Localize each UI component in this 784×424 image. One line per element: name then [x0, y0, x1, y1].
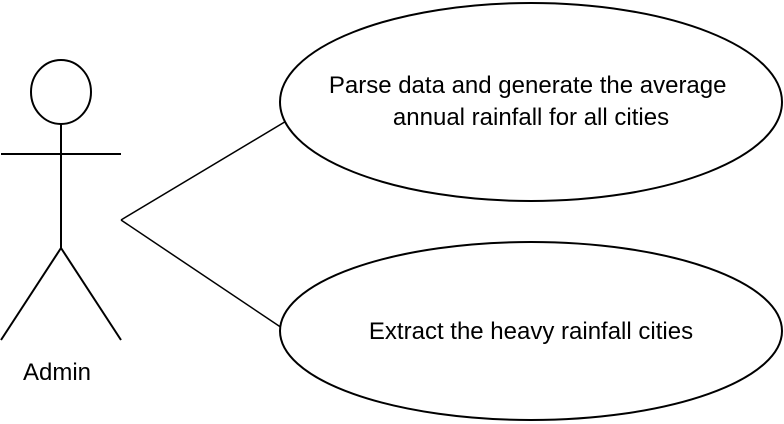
use-case-parse-data: Parse data and generate the average annu…: [279, 2, 783, 202]
use-case-label-line: Extract the heavy rainfall cities: [369, 318, 693, 345]
use-case-extract-heavy-rainfall: Extract the heavy rainfall cities: [279, 241, 783, 421]
use-case-label-line: annual rainfall for all cities: [393, 104, 669, 131]
use-case-ellipse: [279, 2, 783, 202]
actor-head: [30, 59, 92, 125]
use-case-label: Parse data and generate the average annu…: [329, 72, 733, 131]
use-case-label: Extract the heavy rainfall cities: [369, 318, 693, 345]
actor-name-label: Admin: [23, 359, 91, 386]
use-case-label-line: Parse data and generate the average: [329, 72, 727, 99]
actor-admin: [0, 59, 122, 341]
association-line-extract: [120, 219, 283, 329]
actor-left-leg: [0, 247, 62, 341]
actor-right-leg: [60, 247, 122, 341]
association-line-parse: [120, 119, 289, 221]
associations: [120, 119, 289, 329]
use-case-ellipse: [279, 241, 783, 421]
